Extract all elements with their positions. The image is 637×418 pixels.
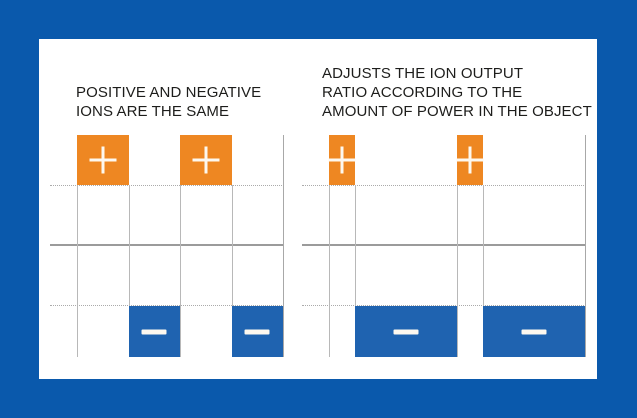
gridline xyxy=(231,185,233,357)
gridline xyxy=(456,185,458,357)
plus-icon xyxy=(192,146,220,174)
positive-ion-bar xyxy=(328,135,355,185)
plus-icon xyxy=(328,146,355,174)
upper-threshold-line xyxy=(50,185,284,186)
gridline xyxy=(482,185,484,357)
chart-panel-equal xyxy=(39,39,597,379)
chart-panel-adjusted xyxy=(39,39,597,379)
negative-ion-bar xyxy=(231,306,283,357)
gridline xyxy=(328,185,330,357)
minus-icon xyxy=(244,329,270,334)
plus-icon xyxy=(456,146,483,174)
minus-icon xyxy=(393,329,418,334)
positive-ion-bar xyxy=(77,135,129,185)
lower-threshold-line xyxy=(302,305,586,306)
panel-equal-title: POSITIVE AND NEGATIVE IONS ARE THE SAME xyxy=(76,84,262,120)
gridline xyxy=(180,185,181,357)
chart-right-border xyxy=(283,135,284,357)
minus-icon xyxy=(521,329,547,334)
gridline xyxy=(128,185,130,357)
negative-ion-bar xyxy=(354,306,457,357)
negative-ion-bar xyxy=(482,306,585,357)
upper-threshold-line xyxy=(302,185,586,186)
ion-diagram-card: POSITIVE AND NEGATIVE IONS ARE THE SAME … xyxy=(39,39,597,379)
positive-ion-bar xyxy=(456,135,483,185)
positive-ion-bar xyxy=(180,135,232,185)
zero-line xyxy=(302,244,586,246)
panel-adjusted-title: ADJUSTS THE ION OUTPUT RATIO ACCORDING T… xyxy=(322,65,592,120)
lower-threshold-line xyxy=(50,305,284,306)
gridline xyxy=(77,185,78,357)
plus-icon xyxy=(89,146,117,174)
gridline xyxy=(354,185,356,357)
minus-icon xyxy=(141,329,167,334)
zero-line xyxy=(50,244,284,246)
negative-ion-bar xyxy=(128,306,180,357)
chart-right-border xyxy=(585,135,586,357)
